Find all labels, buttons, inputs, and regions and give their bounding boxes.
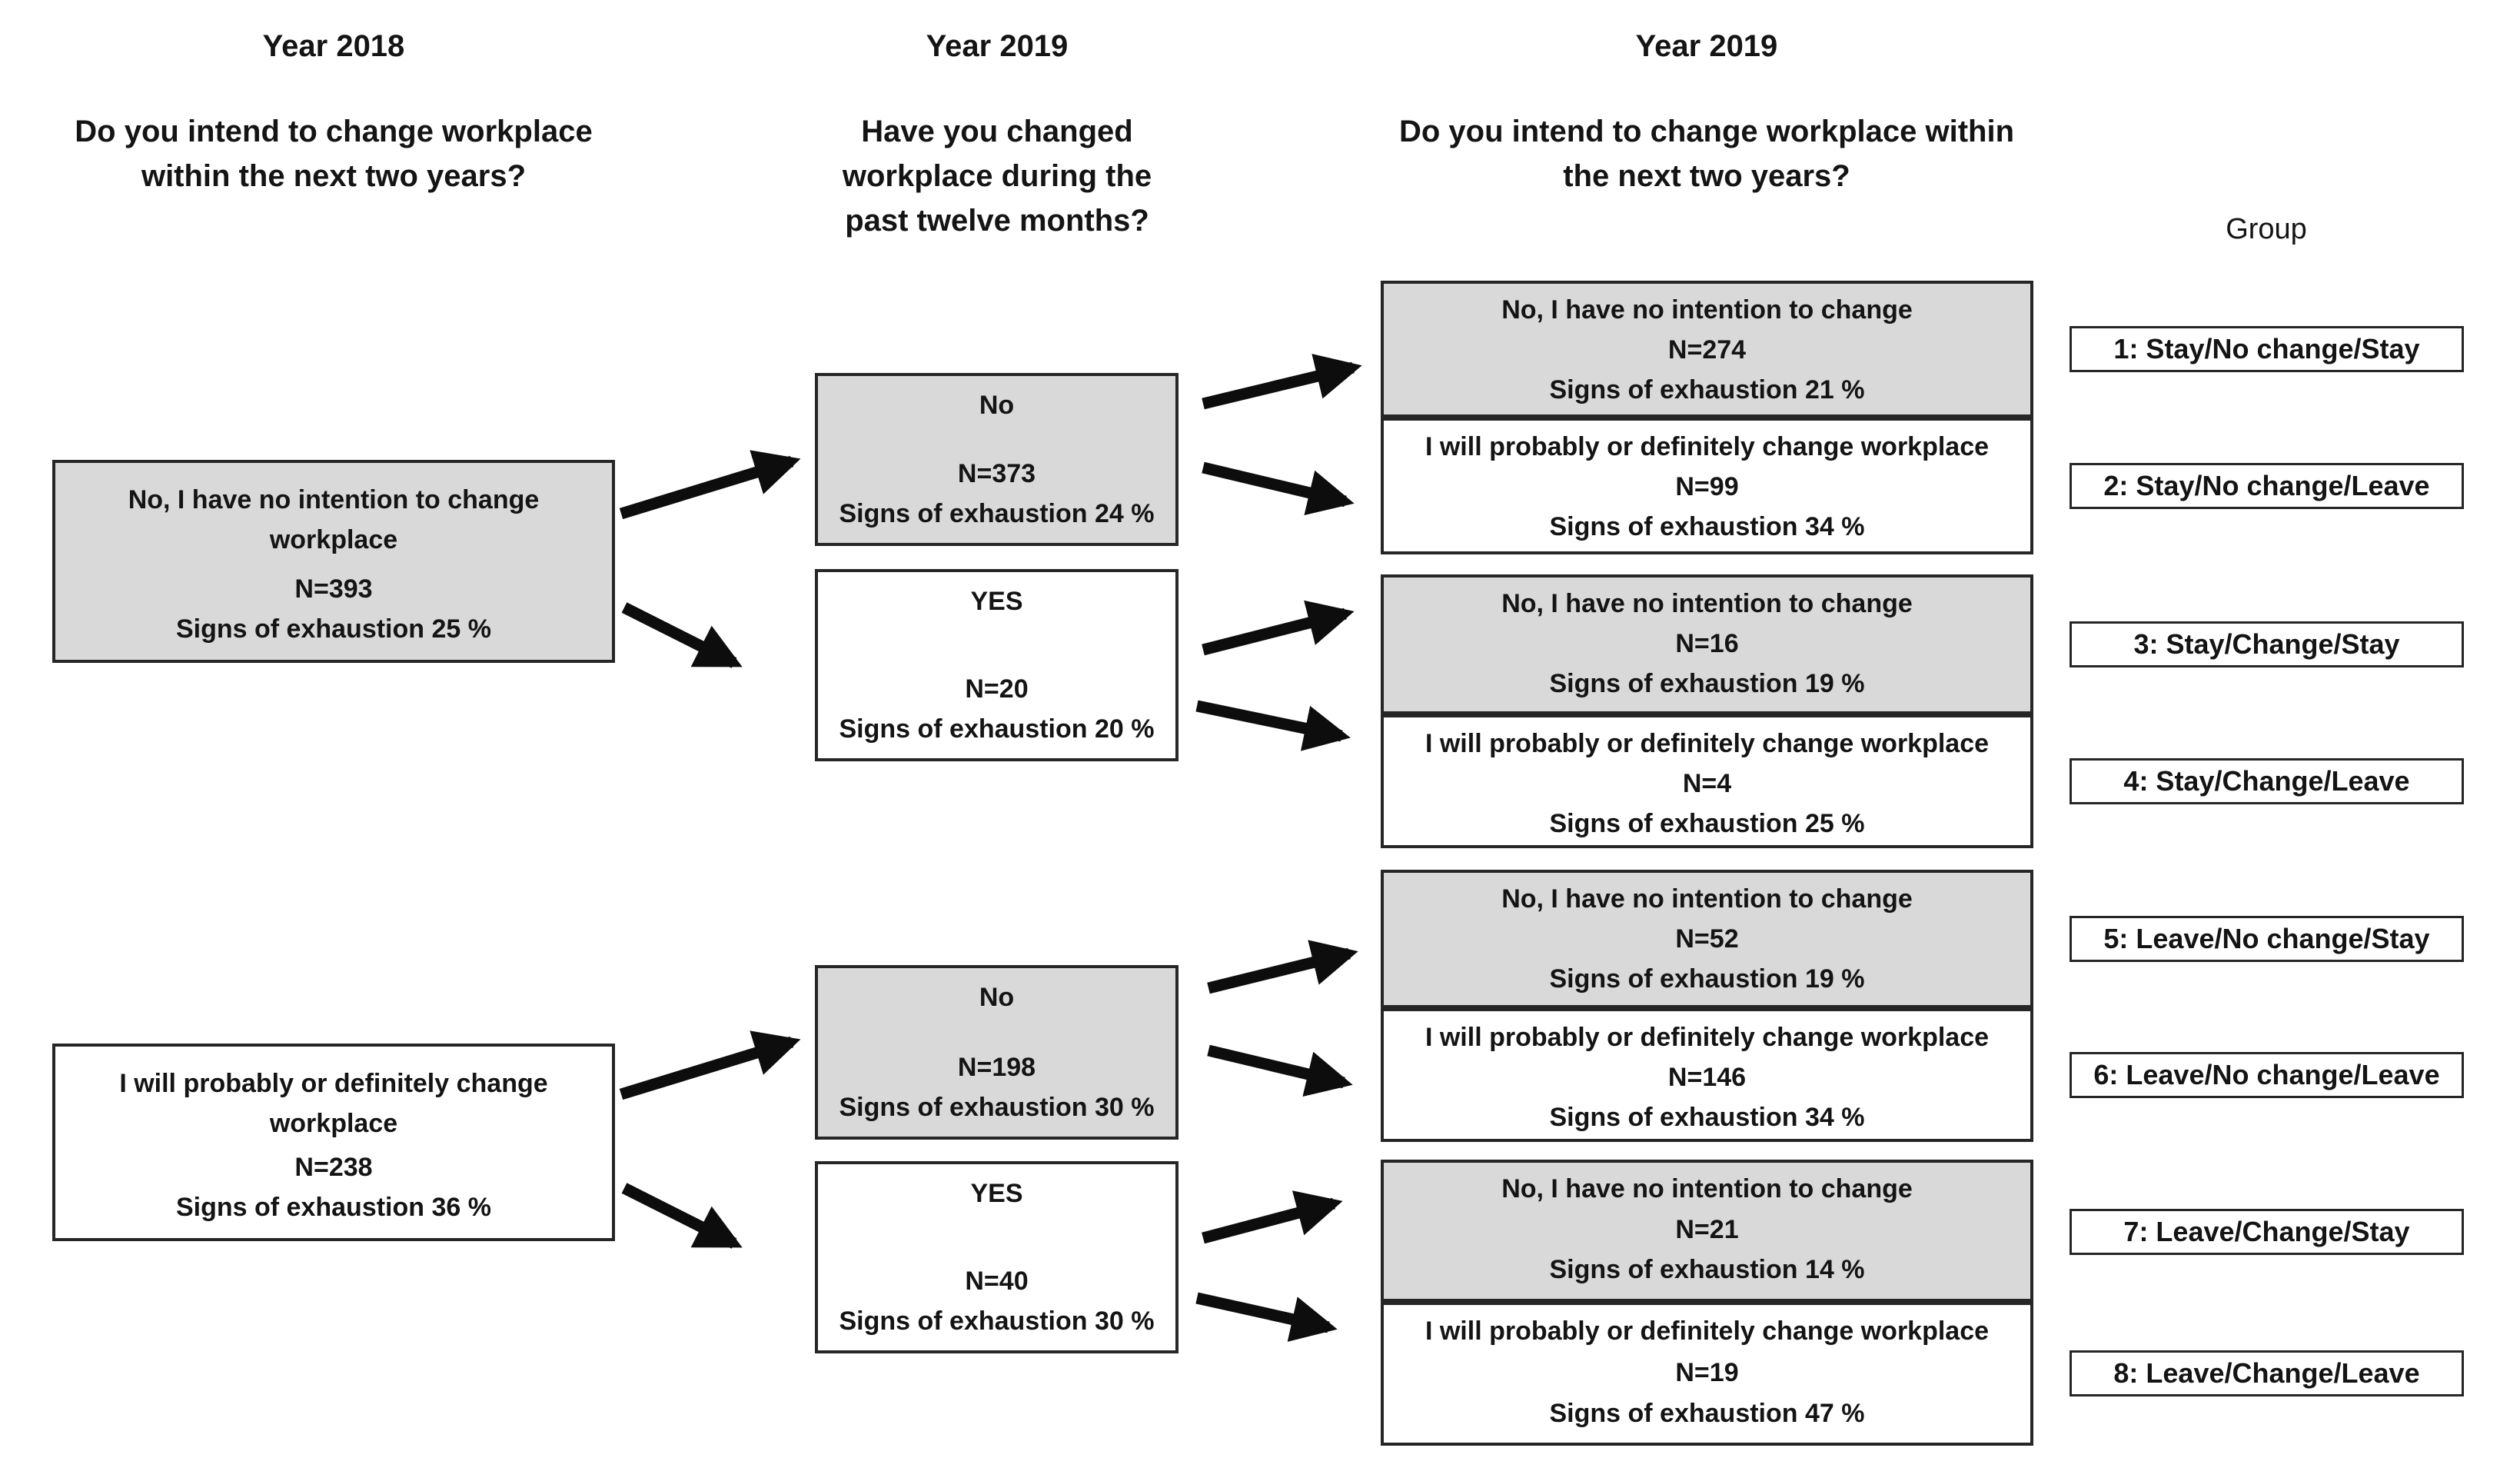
node-exhaustion: Signs of exhaustion 25 % xyxy=(1549,809,1865,838)
node-n-count: N=21 xyxy=(1675,1214,1739,1244)
column3-question-line1: Do you intend to change workplace within xyxy=(1398,115,2015,148)
node-label: No, I have no intention to change xyxy=(1501,1174,1913,1203)
node-n-count: N=373 xyxy=(957,459,1036,488)
node-2019-leave-4: I will probably or definitely change wor… xyxy=(1381,1302,2033,1446)
column1-question-line2: within the next two years? xyxy=(141,159,527,193)
node-answer: YES xyxy=(970,587,1023,616)
node-2018-no-intention: No, I have no intention to change workpl… xyxy=(52,460,615,663)
node-exhaustion: Signs of exhaustion 19 % xyxy=(1549,964,1865,994)
node-changed-no-1: No N=373 Signs of exhaustion 24 % xyxy=(815,373,1179,546)
group-box-4: 4: Stay/Change/Leave xyxy=(2070,758,2464,804)
node-exhaustion: Signs of exhaustion 25 % xyxy=(176,614,491,644)
node-label: No, I have no intention to change xyxy=(1501,589,1913,618)
node-2019-leave-3: I will probably or definitely change wor… xyxy=(1381,1008,2033,1142)
node-label-line1: No, I have no intention to change xyxy=(128,485,540,514)
node-answer: No xyxy=(979,391,1015,420)
column3-question: Do you intend to change workplace within… xyxy=(1391,109,2022,198)
node-exhaustion: Signs of exhaustion 19 % xyxy=(1549,669,1865,698)
node-n-count: N=52 xyxy=(1675,924,1739,954)
node-changed-yes-1: YES N=20 Signs of exhaustion 20 % xyxy=(815,569,1179,761)
node-changed-no-2: No N=198 Signs of exhaustion 30 % xyxy=(815,965,1179,1140)
node-2019-stay-1: No, I have no intention to change N=274 … xyxy=(1381,281,2033,418)
node-label-line2: workplace xyxy=(269,525,398,554)
node-exhaustion: Signs of exhaustion 20 % xyxy=(839,714,1155,744)
column2-question-line3: past twelve months? xyxy=(845,204,1149,238)
node-exhaustion: Signs of exhaustion 47 % xyxy=(1549,1399,1865,1428)
arrow-nochange1-to-stay xyxy=(1202,354,1362,410)
arrow-leave-to-nochange xyxy=(619,1030,801,1100)
node-n-count: N=4 xyxy=(1682,769,1732,798)
column2-question: Have you changed workplace during the pa… xyxy=(766,109,1228,243)
group-box-6: 6: Leave/No change/Leave xyxy=(2070,1052,2464,1098)
node-2019-stay-3: No, I have no intention to change N=52 S… xyxy=(1381,870,2033,1008)
node-label-line2: workplace xyxy=(269,1109,398,1138)
node-n-count: N=40 xyxy=(965,1267,1029,1296)
arrow-nochange1-to-leave xyxy=(1202,461,1355,516)
group-column-title: Group xyxy=(2226,213,2307,245)
node-exhaustion: Signs of exhaustion 24 % xyxy=(839,499,1155,528)
node-label: No, I have no intention to change xyxy=(1501,884,1913,914)
node-exhaustion: Signs of exhaustion 34 % xyxy=(1549,512,1865,541)
node-n-count: N=20 xyxy=(965,674,1029,704)
column2-year-title: Year 2019 xyxy=(926,29,1069,63)
column1-year-title: Year 2018 xyxy=(262,29,405,63)
column1-question-line1: Do you intend to change workplace xyxy=(75,115,593,148)
node-2019-leave-1: I will probably or definitely change wor… xyxy=(1381,418,2033,554)
node-label-line1: I will probably or definitely change xyxy=(119,1069,548,1098)
group-box-2: 2: Stay/No change/Leave xyxy=(2070,463,2464,509)
node-2019-stay-4: No, I have no intention to change N=21 S… xyxy=(1381,1160,2033,1302)
column2-question-line1: Have you changed xyxy=(861,115,1133,148)
arrow-leave-to-change xyxy=(621,1183,743,1249)
node-answer: YES xyxy=(970,1179,1023,1208)
node-exhaustion: Signs of exhaustion 34 % xyxy=(1549,1103,1865,1132)
arrow-change2-to-leave xyxy=(1195,1292,1338,1342)
node-exhaustion: Signs of exhaustion 21 % xyxy=(1549,375,1865,404)
node-exhaustion: Signs of exhaustion 14 % xyxy=(1549,1255,1865,1284)
group-box-3: 3: Stay/Change/Stay xyxy=(2070,621,2464,667)
column3-question-line2: the next two years? xyxy=(1563,159,1850,193)
node-label: I will probably or definitely change wor… xyxy=(1425,1023,1990,1052)
node-2018-will-change: I will probably or definitely change wor… xyxy=(52,1044,615,1241)
arrow-change1-to-leave xyxy=(1195,700,1351,751)
node-label: No, I have no intention to change xyxy=(1501,295,1913,325)
arrow-change2-to-stay xyxy=(1202,1190,1343,1244)
node-2019-stay-2: No, I have no intention to change N=16 S… xyxy=(1381,574,2033,714)
group-box-8: 8: Leave/Change/Leave xyxy=(2070,1350,2464,1396)
node-n-count: N=238 xyxy=(294,1153,373,1182)
column1-question: Do you intend to change workplace within… xyxy=(26,109,641,198)
node-n-count: N=146 xyxy=(1667,1063,1747,1092)
column2-question-line2: workplace during the xyxy=(842,159,1152,193)
node-exhaustion: Signs of exhaustion 36 % xyxy=(176,1193,491,1222)
arrow-nochange2-to-leave xyxy=(1207,1044,1353,1097)
arrow-change1-to-stay xyxy=(1202,600,1355,656)
node-label: I will probably or definitely change wor… xyxy=(1425,1317,1990,1346)
node-2019-leave-2: I will probably or definitely change wor… xyxy=(1381,714,2033,848)
node-label: I will probably or definitely change wor… xyxy=(1425,729,1990,758)
node-n-count: N=198 xyxy=(957,1053,1036,1082)
node-exhaustion: Signs of exhaustion 30 % xyxy=(839,1307,1155,1336)
group-box-5: 5: Leave/No change/Stay xyxy=(2070,916,2464,962)
arrow-stay-to-nochange xyxy=(619,450,801,520)
arrow-nochange2-to-stay xyxy=(1207,940,1358,994)
group-box-7: 7: Leave/Change/Stay xyxy=(2070,1209,2464,1255)
node-label: I will probably or definitely change wor… xyxy=(1425,432,1990,461)
node-n-count: N=274 xyxy=(1667,335,1747,365)
column3-year-title: Year 2019 xyxy=(1635,29,1778,63)
node-n-count: N=16 xyxy=(1675,629,1739,658)
node-n-count: N=99 xyxy=(1675,472,1739,501)
node-exhaustion: Signs of exhaustion 30 % xyxy=(839,1093,1155,1122)
node-n-count: N=19 xyxy=(1675,1357,1739,1387)
group-box-1: 1: Stay/No change/Stay xyxy=(2070,326,2464,372)
node-changed-yes-2: YES N=40 Signs of exhaustion 30 % xyxy=(815,1161,1179,1353)
arrow-stay-to-change xyxy=(621,602,743,668)
node-answer: No xyxy=(979,983,1015,1012)
node-n-count: N=393 xyxy=(294,574,373,604)
